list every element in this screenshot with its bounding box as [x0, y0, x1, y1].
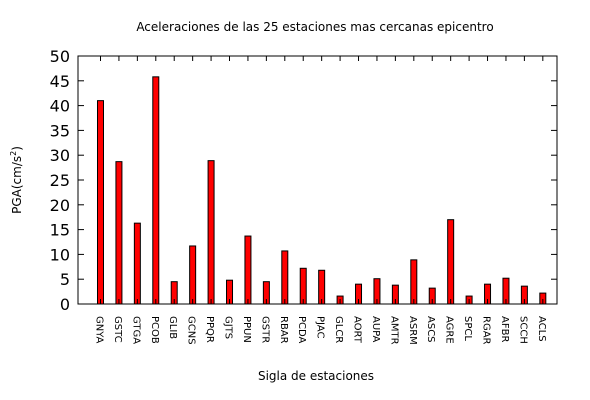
y-axis-label-main: PGA(cm/s	[10, 156, 24, 214]
x-tick-label-gjts: GJTS	[223, 316, 234, 339]
x-tick-label-gnya: GNYA	[94, 316, 105, 344]
bar-gstc	[115, 161, 123, 305]
x-axis-ticks: GNYA GSTC GTGA PCOB GLIB GCNS PPQR GJTS PPUN GSTR…	[94, 56, 547, 345]
y-tick-label: 40	[50, 97, 70, 116]
bar-group	[97, 76, 547, 305]
bar-pcob	[152, 76, 160, 305]
x-tick-label-gstc: GSTC	[112, 316, 123, 343]
x-tick-label-acls: ACLS	[536, 316, 547, 342]
bar-pjac	[318, 269, 326, 305]
bar-ppun	[244, 235, 252, 305]
y-axis-label: PGA(cm/s2)	[9, 146, 24, 214]
x-tick-label-pcda: PCDA	[296, 316, 307, 344]
x-tick-label-gstr: GSTR	[259, 316, 270, 343]
y-tick-label: 35	[50, 121, 70, 140]
y-tick-label: 15	[50, 221, 70, 240]
x-tick-label-pjac: PJAC	[315, 316, 326, 338]
x-tick-label-spcl: SPCL	[462, 316, 473, 341]
x-tick-label-gcns: GCNS	[186, 316, 197, 345]
x-tick-label-aupa: AUPA	[370, 316, 381, 343]
y-axis-label-superscript: 2	[9, 151, 18, 156]
y-tick-label: 25	[50, 171, 70, 190]
x-tick-label-ascs: ASCS	[425, 316, 436, 343]
bar-rbar	[281, 250, 289, 305]
y-axis-label-close: )	[10, 146, 24, 151]
bar-gtga	[133, 222, 141, 305]
plot-frame	[77, 55, 558, 305]
x-tick-label-asrm: ASRM	[407, 316, 418, 345]
x-tick-label-ppqr: PPQR	[204, 316, 215, 343]
bar-asrm	[410, 259, 418, 305]
bar-agre	[447, 219, 455, 305]
bar-pcda	[299, 267, 307, 305]
x-axis-label: Sigla de estaciones	[258, 369, 374, 383]
y-tick-label: 45	[50, 72, 70, 91]
x-tick-label-amtr: AMTR	[388, 316, 399, 345]
x-tick-label-scch: SCCH	[517, 316, 528, 344]
x-tick-label-aort: AORT	[352, 316, 363, 344]
bar-gcns	[189, 245, 197, 305]
bar-gnya	[97, 100, 104, 305]
y-tick-label: 20	[50, 196, 70, 215]
x-tick-label-pcob: PCOB	[149, 316, 160, 344]
chart-title: Aceleraciones de las 25 estaciones mas c…	[136, 20, 493, 34]
bar-ppqr	[207, 160, 215, 305]
y-tick-label: 10	[50, 245, 70, 264]
x-tick-label-ppun: PPUN	[241, 316, 252, 343]
x-tick-label-rbar: RBAR	[278, 316, 289, 344]
y-tick-label: 5	[60, 270, 70, 289]
x-tick-label-rgar: RGAR	[481, 316, 492, 345]
x-tick-label-glcr: GLCR	[333, 316, 344, 343]
y-tick-label: 50	[50, 47, 70, 66]
x-tick-label-agre: AGRE	[444, 316, 455, 344]
x-tick-label-afbr: AFBR	[499, 316, 510, 342]
x-tick-label-glib: GLIB	[167, 316, 178, 339]
y-tick-label: 30	[50, 146, 70, 165]
y-tick-label: 0	[60, 295, 70, 314]
x-tick-label-gtga: GTGA	[130, 316, 141, 344]
